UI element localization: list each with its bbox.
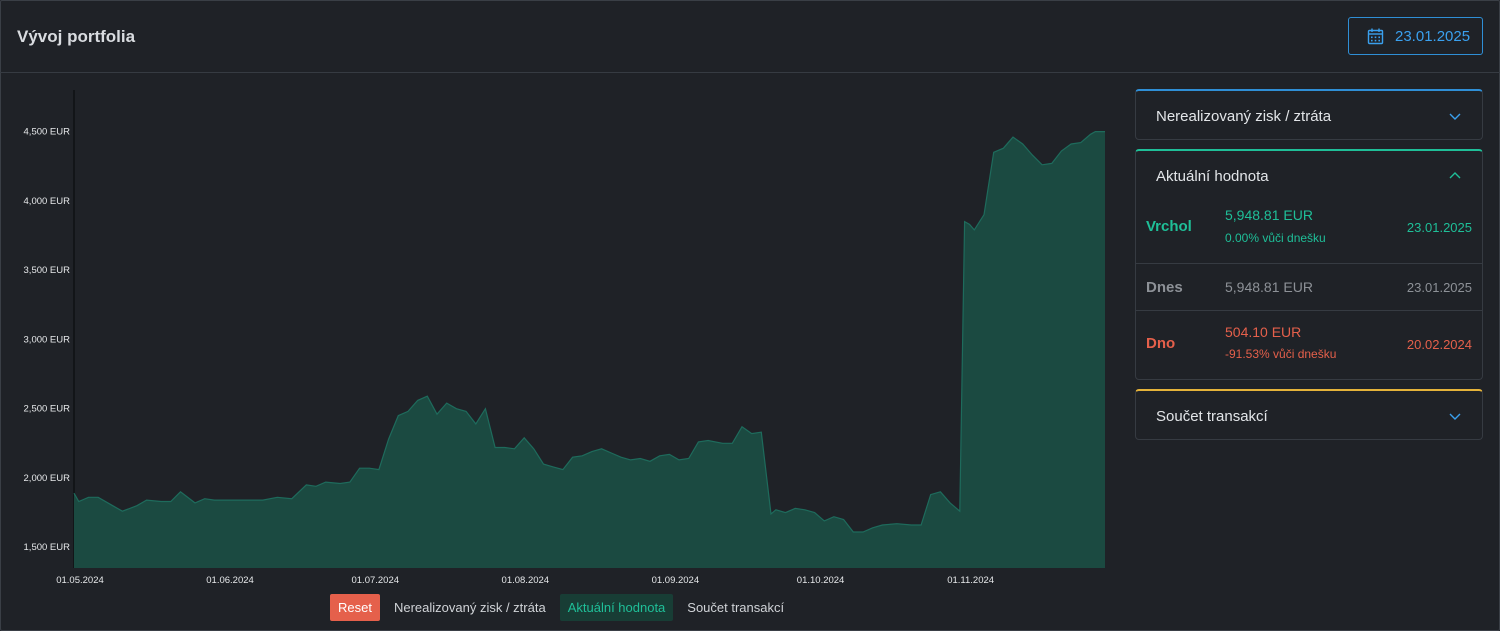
y-tick-label: 3,000 EUR [24,334,71,345]
chart-svg: 1,500 EUR 2,000 EUR 2,500 EUR 3,000 EUR 3,50… [24,90,1105,586]
series-layer [73,131,1105,568]
y-tick-label: 4,000 EUR [24,196,71,207]
y-axis: 1,500 EUR 2,000 EUR 2,500 EUR 3,000 EUR 3,50… [24,90,75,568]
chart-legend: Reset Nerealizovaný zisk / ztráta Aktuál… [330,594,792,621]
bottom-value: 504.10 EUR [1225,324,1302,340]
card-unrealized-title: Nerealizovaný zisk / ztráta [1156,107,1332,125]
area-fill [74,131,1105,568]
page-title: Vývoj portfolia [17,27,136,46]
x-tick-label: 01.09.2024 [652,575,700,586]
y-tick-label: 2,500 EUR [24,404,71,415]
date-picker-button[interactable]: 23.01.2025 [1348,17,1483,55]
card-unrealized-header[interactable]: Nerealizovaný zisk / ztráta [1136,91,1482,141]
x-tick-label: 01.07.2024 [351,575,399,586]
card-current-header[interactable]: Aktuální hodnota [1136,151,1482,201]
x-tick-label: 01.06.2024 [206,575,254,586]
date-button-label: 23.01.2025 [1395,27,1471,45]
today-label: Dnes [1146,279,1183,296]
portfolio-chart[interactable]: 1,500 EUR 2,000 EUR 2,500 EUR 3,000 EUR 3,50… [0,74,1120,631]
reset-button[interactable]: Reset [330,594,380,621]
x-tick-label: 01.05.2024 [56,575,104,586]
card-transactions-header[interactable]: Součet transakcí [1136,391,1482,441]
x-tick-label: 01.10.2024 [797,575,845,586]
stat-row-bottom: Dno 504.10 EUR -91.53% vůči dnešku 20.02… [1136,310,1482,374]
card-current-title: Aktuální hodnota [1156,167,1269,185]
y-tick-label: 3,500 EUR [24,265,71,276]
x-tick-label: 01.08.2024 [502,575,550,586]
peak-label: Vrchol [1146,218,1192,235]
y-tick-label: 4,500 EUR [24,127,71,138]
peak-change: 0.00% vůči dnešku [1225,231,1326,245]
chevron-up-icon [1449,172,1461,179]
legend-item-current[interactable]: Aktuální hodnota [559,594,674,621]
today-value: 5,948.81 EUR [1225,279,1313,295]
y-tick-label: 2,000 EUR [24,473,71,484]
card-transactions: Součet transakcí [1135,389,1483,440]
chevron-down-icon [1449,113,1461,120]
card-transactions-title: Součet transakcí [1156,407,1268,425]
series-line [73,131,1105,533]
calendar-icon [1367,28,1384,45]
x-axis: 01.05.2024 01.06.2024 01.07.2024 01.08.2024… [56,575,994,586]
today-date: 23.01.2025 [1406,280,1472,295]
peak-value: 5,948.81 EUR [1225,207,1313,223]
legend-item-transactions[interactable]: Součet transakcí [687,600,785,615]
bottom-date: 20.02.2024 [1406,337,1472,352]
bottom-label: Dno [1146,335,1176,352]
stat-row-today: Dnes 5,948.81 EUR 23.01.2025 [1136,263,1482,310]
peak-date: 23.01.2025 [1406,220,1472,235]
x-tick-label: 01.11.2024 [947,575,994,586]
card-current-value: Aktuální hodnota Vrchol 5,948.81 EUR 0.0… [1135,149,1483,380]
stat-row-peak: Vrchol 5,948.81 EUR 0.00% vůči dnešku 23… [1136,201,1482,263]
bottom-change: -91.53% vůči dnešku [1225,347,1337,361]
y-tick-label: 1,500 EUR [24,542,71,553]
chevron-down-icon [1449,413,1461,420]
card-unrealized: Nerealizovaný zisk / ztráta [1135,89,1483,140]
panel-header: Vývoj portfolia 23.01.2025 [0,0,1500,73]
legend-item-unrealized[interactable]: Nerealizovaný zisk / ztráta [393,600,546,615]
